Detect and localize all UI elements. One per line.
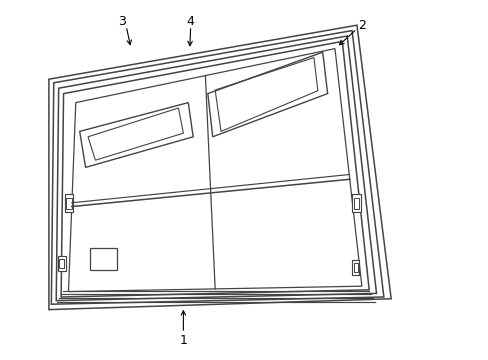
Bar <box>66 198 71 209</box>
Text: 2: 2 <box>357 19 365 32</box>
Bar <box>351 260 359 275</box>
Text: 4: 4 <box>186 15 194 28</box>
Bar <box>59 258 64 268</box>
Bar <box>58 256 65 271</box>
Bar <box>351 194 360 212</box>
Bar <box>353 263 357 273</box>
Polygon shape <box>68 49 361 292</box>
Text: 3: 3 <box>118 15 126 28</box>
Bar <box>64 194 73 212</box>
Text: 1: 1 <box>179 334 187 347</box>
Bar <box>90 248 117 270</box>
Bar <box>353 198 358 209</box>
